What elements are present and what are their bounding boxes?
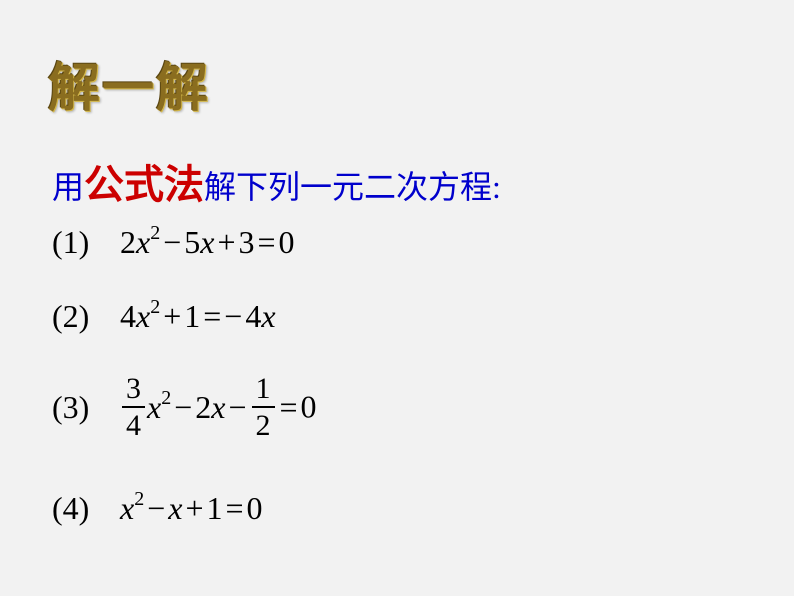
eq4-var2: x xyxy=(168,490,182,526)
eq4-rhs: 0 xyxy=(247,490,263,526)
eq3-frac2-den: 2 xyxy=(252,409,275,442)
eq1-var2: x xyxy=(200,224,214,260)
eq4-var1: x xyxy=(120,490,134,526)
eq4-op2: + xyxy=(182,490,206,526)
eq2-coef1: 4 xyxy=(120,298,136,334)
eq2-pow1: 2 xyxy=(150,296,160,318)
eq2-op2: − xyxy=(224,298,245,334)
eq2-op1: + xyxy=(160,298,184,334)
eq2-var1: x xyxy=(136,298,150,334)
equation-3: (3) 3 4 x2−2x− 1 2 =0 xyxy=(52,372,317,442)
eq3-frac1-bar xyxy=(122,406,145,408)
eq1-pow1: 2 xyxy=(150,222,160,244)
eq4-op1: − xyxy=(144,490,168,526)
instruction-suffix: 解下列一元二次方程: xyxy=(204,169,501,205)
eq3-pow1: 2 xyxy=(161,387,171,409)
instruction-highlight: 公式法 xyxy=(84,162,204,207)
slide-title: 解一解 xyxy=(48,46,210,121)
eq3-op1: − xyxy=(171,389,195,425)
eq4-label: (4) xyxy=(52,490,112,527)
eq1-eq: = xyxy=(255,224,279,260)
equation-2: (2) 4x2+1=−4x xyxy=(52,298,276,335)
eq1-coef2: 5 xyxy=(184,224,200,260)
eq3-label: (3) xyxy=(52,389,112,426)
eq3-coef2: 2 xyxy=(195,389,211,425)
eq4-pow1: 2 xyxy=(134,488,144,510)
eq3-eq: = xyxy=(277,389,301,425)
instruction-line: 用公式法解下列一元二次方程: xyxy=(52,152,501,210)
eq2-eq: = xyxy=(200,298,224,334)
eq2-label: (2) xyxy=(52,298,112,335)
eq3-var1: x xyxy=(147,389,161,425)
eq2-var2: x xyxy=(261,298,275,334)
eq3-frac2-num: 1 xyxy=(252,372,275,405)
eq2-const1: 1 xyxy=(184,298,200,334)
eq3-rhs: 0 xyxy=(301,389,317,425)
eq1-coef1: 2 xyxy=(120,224,136,260)
eq3-frac2: 1 2 xyxy=(252,372,275,442)
slide-title-wrap: 解一解 xyxy=(48,46,210,121)
eq1-op2: + xyxy=(214,224,238,260)
eq1-label: (1) xyxy=(52,224,112,261)
eq2-coef2: 4 xyxy=(245,298,261,334)
eq3-frac1: 3 4 xyxy=(122,372,145,442)
equation-4: (4) x2−x+1=0 xyxy=(52,490,263,527)
eq3-frac2-bar xyxy=(252,406,275,408)
eq4-eq: = xyxy=(223,490,247,526)
equation-1: (1) 2x2−5x+3=0 xyxy=(52,224,295,261)
eq1-var1: x xyxy=(136,224,150,260)
eq1-rhs: 0 xyxy=(279,224,295,260)
eq4-const1: 1 xyxy=(207,490,223,526)
eq3-frac1-den: 4 xyxy=(122,409,145,442)
eq3-var2: x xyxy=(211,389,225,425)
eq1-op1: − xyxy=(160,224,184,260)
instruction-prefix: 用 xyxy=(52,169,84,205)
eq1-const1: 3 xyxy=(239,224,255,260)
eq3-op2: − xyxy=(225,389,249,425)
eq3-frac1-num: 3 xyxy=(122,372,145,405)
